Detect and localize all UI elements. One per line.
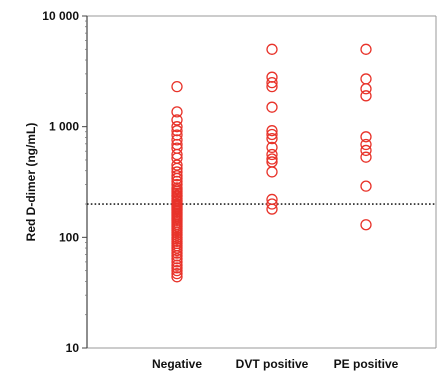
category-label: Negative [152, 357, 202, 371]
data-point [360, 151, 372, 163]
data-point [171, 271, 183, 283]
data-point [171, 262, 183, 274]
plot-frame [86, 15, 437, 349]
data-point [171, 253, 183, 265]
data-point [266, 198, 278, 210]
data-point [360, 144, 372, 157]
data-point [171, 250, 183, 262]
data-point [266, 166, 278, 178]
data-point [171, 80, 183, 93]
data-points [171, 43, 372, 283]
data-point [171, 256, 183, 268]
y-tick-label: 100 [59, 230, 79, 244]
data-point [360, 138, 372, 151]
data-point [360, 180, 372, 192]
data-point [171, 178, 183, 191]
data-point [266, 153, 278, 165]
data-point [266, 101, 278, 113]
category-label: PE positive [334, 357, 399, 371]
data-point [171, 125, 183, 137]
data-point [360, 43, 372, 55]
data-point [360, 83, 372, 95]
data-point [266, 132, 278, 145]
data-point [360, 219, 372, 231]
data-point [171, 106, 183, 118]
data-point [266, 141, 278, 154]
data-point [171, 259, 183, 271]
data-point [171, 267, 183, 280]
data-point [266, 128, 278, 141]
data-point [266, 125, 278, 137]
y-axis-ticks: 10 100 1 000 10 000 [42, 9, 87, 355]
data-point [171, 134, 183, 146]
y-tick-label: 10 [66, 341, 80, 355]
y-tick-label: 10 000 [42, 9, 79, 23]
data-point [360, 73, 372, 85]
x-axis-labels: Negative DVT positive PE positive [152, 357, 399, 371]
category-label: DVT positive [236, 357, 309, 371]
data-point [266, 80, 278, 93]
data-point [171, 247, 183, 259]
data-point [171, 170, 183, 182]
data-point [360, 90, 372, 102]
data-point [171, 114, 183, 126]
y-axis-title: Red D-dimer (ng/mL) [24, 123, 38, 242]
data-point [171, 172, 183, 185]
data-point [171, 264, 183, 277]
y-tick-label: 1 000 [49, 120, 79, 134]
data-point [171, 159, 183, 171]
data-point [360, 131, 372, 143]
data-point [266, 203, 278, 215]
data-point [266, 76, 278, 89]
data-point [266, 148, 278, 161]
data-point [171, 121, 183, 133]
data-point [266, 43, 278, 55]
